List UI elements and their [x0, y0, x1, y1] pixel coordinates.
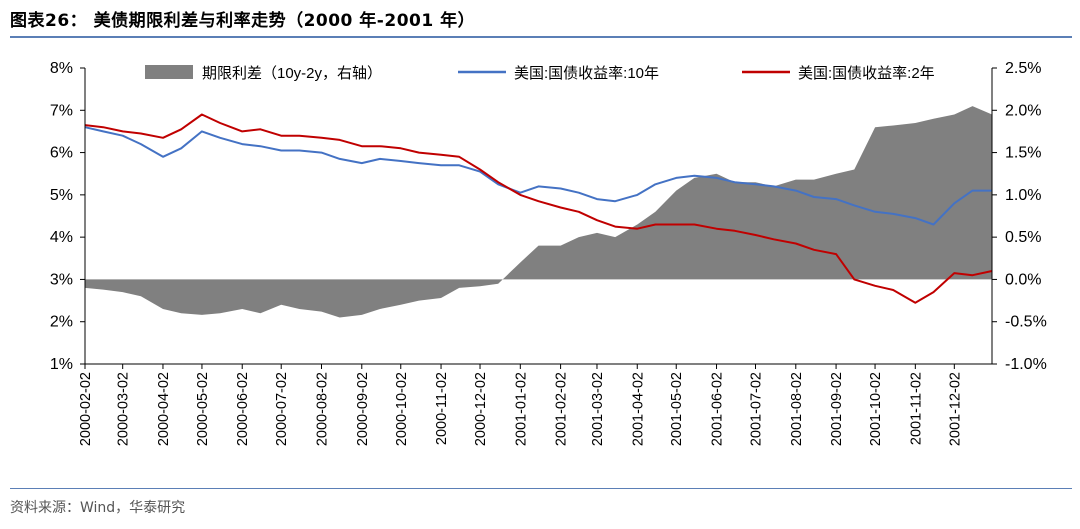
- source-note: 资料来源：Wind，华泰研究: [10, 500, 186, 516]
- x-tick-label: 2000-07-02: [274, 372, 290, 446]
- right-tick-label: 2.0%: [1005, 102, 1041, 119]
- x-tick-label: 2000-06-02: [235, 372, 251, 446]
- left-tick-label: 8%: [50, 60, 73, 77]
- right-tick-label: -0.5%: [1005, 314, 1047, 331]
- x-tick-label: 2001-11-02: [908, 372, 924, 445]
- spread-area-layer: [85, 106, 992, 318]
- x-tick-label: 2001-09-02: [829, 372, 845, 446]
- x-tick-label: 2000-11-02: [434, 372, 450, 445]
- x-tick-label: 2000-08-02: [314, 372, 330, 446]
- right-tick-label: 0.5%: [1005, 229, 1041, 246]
- title-rule: [10, 36, 1072, 38]
- x-tick-label: 2001-05-02: [669, 372, 685, 446]
- x-tick-label: 2001-10-02: [868, 372, 884, 446]
- x-tick-label: 2001-07-02: [749, 372, 765, 446]
- right-tick-label: 1.0%: [1005, 187, 1041, 204]
- left-tick-label: 4%: [50, 229, 73, 246]
- x-tick-label: 2000-10-02: [394, 372, 410, 446]
- figure-title: 图表26： 美债期限利差与利率走势（2000 年-2001 年）: [10, 11, 476, 31]
- x-tick-label: 2001-01-02: [513, 372, 529, 446]
- legend-label-ten-year: 美国:国债收益率:10年: [514, 65, 659, 82]
- x-tick-label: 2000-04-02: [156, 372, 172, 446]
- x-tick-label: 2001-03-02: [590, 372, 606, 446]
- left-tick-label: 5%: [50, 187, 73, 204]
- x-tick-label: 2000-02-02: [78, 372, 94, 446]
- x-tick-label: 2000-09-02: [355, 372, 371, 446]
- left-tick-label: 6%: [50, 145, 73, 162]
- x-tick-label: 2001-06-02: [710, 372, 726, 446]
- x-tick-label: 2001-04-02: [630, 372, 646, 446]
- legend: 期限利差（10y-2y，右轴） 美国:国债收益率:10年 美国:国债收益率:2年: [145, 65, 935, 82]
- left-tick-label: 7%: [50, 102, 73, 119]
- left-tick-label: 3%: [50, 271, 73, 288]
- legend-swatch-spread: [145, 65, 193, 79]
- spread-area: [85, 106, 992, 318]
- x-tick-label: 2001-02-02: [554, 372, 570, 446]
- ten-year-yield-line: [84, 126, 992, 226]
- two-year-yield-line: [84, 113, 993, 304]
- x-tick-label: 2001-08-02: [789, 372, 805, 446]
- legend-label-two-year: 美国:国债收益率:2年: [798, 65, 935, 82]
- left-tick-label: 1%: [50, 356, 73, 373]
- axes-layer: 1% 2% 3% 4% 5% 6% 7% 8% -1.0% -0.5% 0.0% 0.5% 1.0% 1.…: [50, 60, 1047, 446]
- x-tick-label: 2000-12-02: [473, 372, 489, 446]
- source-rule: [10, 488, 1072, 489]
- x-tick-label: 2000-05-02: [195, 372, 211, 446]
- x-tick-label: 2000-03-02: [116, 372, 132, 446]
- right-tick-label: 0.0%: [1005, 271, 1041, 288]
- yield-lines-layer: [84, 113, 993, 304]
- x-tick-label: 2001-12-02: [947, 372, 963, 446]
- right-tick-label: 1.5%: [1005, 145, 1041, 162]
- left-tick-label: 2%: [50, 314, 73, 331]
- right-tick-label: -1.0%: [1005, 356, 1047, 373]
- legend-label-spread: 期限利差（10y-2y，右轴）: [202, 65, 382, 82]
- right-tick-label: 2.5%: [1005, 60, 1041, 77]
